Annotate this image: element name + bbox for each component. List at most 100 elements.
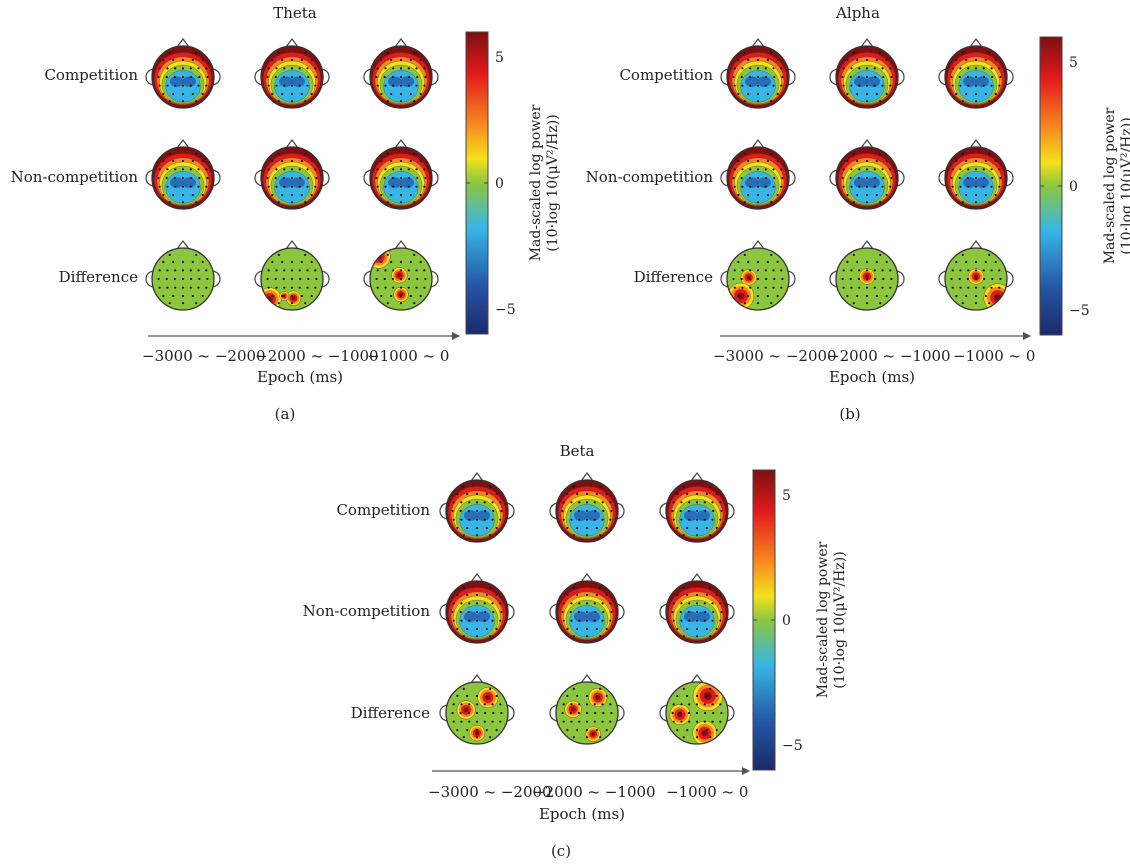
head-outline bbox=[835, 45, 899, 109]
topomap-head bbox=[659, 472, 735, 543]
topomap-head bbox=[549, 472, 625, 543]
nose bbox=[751, 38, 765, 48]
panel-title: Beta bbox=[559, 442, 595, 460]
head-outline bbox=[151, 146, 215, 210]
colorbar-svg: 5 0 −5 Mad-scaled log power (10·log 10(μV²/H… bbox=[752, 469, 848, 771]
topomap-head bbox=[439, 472, 515, 543]
head-outline bbox=[555, 580, 619, 644]
topomap-head bbox=[829, 240, 905, 311]
nose bbox=[969, 139, 983, 149]
ear-left bbox=[439, 603, 448, 621]
row-label-difference: Difference bbox=[633, 268, 713, 286]
colorbar-tick-label: 5 bbox=[495, 50, 504, 66]
topomap-head bbox=[439, 674, 515, 745]
nose bbox=[860, 38, 874, 48]
colorbar-svg: 5 0 −5 Mad-scaled log power (10·log 10(μV²/H… bbox=[1039, 36, 1130, 336]
head-outline bbox=[445, 681, 509, 745]
head-outline bbox=[260, 247, 324, 311]
epoch-label-1: −3000 ~ −2000 bbox=[713, 347, 837, 365]
row-label-non-competition: Non-competition bbox=[10, 168, 138, 186]
colorbar-tick-label: −5 bbox=[495, 302, 516, 318]
ear-right bbox=[506, 704, 515, 722]
ear-left bbox=[254, 270, 263, 288]
head-outline bbox=[665, 479, 729, 543]
topomap-head bbox=[720, 139, 796, 210]
x-axis-label: Epoch (ms) bbox=[256, 368, 344, 386]
colorbar-label-line1: Mad-scaled log power bbox=[1102, 107, 1118, 264]
ear-left bbox=[829, 68, 838, 86]
ear-right bbox=[896, 68, 905, 86]
nose bbox=[969, 38, 983, 48]
colorbar-svg: 5 0 −5 Mad-scaled log power (10·log 10(μV²/H… bbox=[465, 31, 561, 335]
ear-right bbox=[726, 603, 735, 621]
ear-right bbox=[506, 603, 515, 621]
panel-a: Theta Competition Non-competition Differ… bbox=[0, 0, 561, 430]
ear-left bbox=[145, 68, 154, 86]
colorbar-label-line2: (10·log 10(μV²/Hz)) bbox=[832, 551, 848, 688]
ear-left bbox=[145, 169, 154, 187]
nose bbox=[470, 472, 484, 482]
ear-left bbox=[254, 68, 263, 86]
head-outline bbox=[665, 580, 729, 644]
nose bbox=[860, 240, 874, 250]
head-outline bbox=[369, 247, 433, 311]
ear-right bbox=[321, 270, 330, 288]
ear-left bbox=[720, 68, 729, 86]
topomap-head bbox=[145, 240, 221, 311]
ear-right bbox=[787, 270, 796, 288]
ear-left bbox=[659, 603, 668, 621]
head-outline bbox=[151, 247, 215, 311]
ear-left bbox=[549, 603, 558, 621]
panel-sublabel: (b) bbox=[839, 405, 861, 423]
nose bbox=[176, 240, 190, 250]
epoch-axis-arrow bbox=[720, 332, 1031, 340]
topomap-head bbox=[829, 139, 905, 210]
ear-left bbox=[549, 502, 558, 520]
epoch-axis-arrow bbox=[148, 332, 460, 340]
nose bbox=[176, 139, 190, 149]
head-outline bbox=[445, 580, 509, 644]
ear-right bbox=[616, 502, 625, 520]
colorbar-tick-label: −5 bbox=[1069, 303, 1090, 319]
head-outline bbox=[726, 247, 790, 311]
nose bbox=[285, 240, 299, 250]
colorbar-label-line2: (10·log 10(μV²/Hz)) bbox=[1119, 117, 1130, 254]
panel-sublabel: (a) bbox=[274, 405, 296, 423]
nose bbox=[470, 674, 484, 684]
ear-left bbox=[720, 270, 729, 288]
x-axis-label: Epoch (ms) bbox=[538, 805, 626, 823]
epoch-axis-arrow bbox=[432, 767, 750, 775]
ear-right bbox=[896, 169, 905, 187]
nose bbox=[394, 240, 408, 250]
head-outline bbox=[665, 681, 729, 745]
ear-left bbox=[659, 704, 668, 722]
ear-right bbox=[787, 169, 796, 187]
ear-right bbox=[430, 68, 439, 86]
panel-title: Theta bbox=[273, 4, 317, 22]
colorbar-tick-label: 5 bbox=[782, 488, 791, 504]
ear-right bbox=[896, 270, 905, 288]
epoch-label-2: −2000 ~ −1000 bbox=[532, 783, 656, 801]
ear-left bbox=[720, 169, 729, 187]
ear-right bbox=[1005, 270, 1014, 288]
topomap-head bbox=[720, 38, 796, 109]
topomap-head bbox=[720, 240, 796, 311]
epoch-label-2: −2000 ~ −1000 bbox=[255, 347, 379, 365]
head-outline bbox=[944, 146, 1008, 210]
head-outline bbox=[369, 146, 433, 210]
nose bbox=[470, 573, 484, 583]
colorbar-label-line2: (10·log 10(μV²/Hz)) bbox=[545, 114, 561, 251]
row-label-competition: Competition bbox=[336, 501, 430, 519]
ear-left bbox=[439, 704, 448, 722]
nose bbox=[580, 674, 594, 684]
topomap-head bbox=[254, 38, 330, 109]
ear-right bbox=[321, 169, 330, 187]
topomap-head bbox=[549, 573, 625, 644]
topomap-head bbox=[829, 38, 905, 109]
ear-left bbox=[659, 502, 668, 520]
ear-left bbox=[254, 169, 263, 187]
head-outline bbox=[369, 45, 433, 109]
colorbar-tick-label: −5 bbox=[782, 738, 803, 754]
ear-right bbox=[430, 169, 439, 187]
topomap-head bbox=[363, 139, 439, 210]
